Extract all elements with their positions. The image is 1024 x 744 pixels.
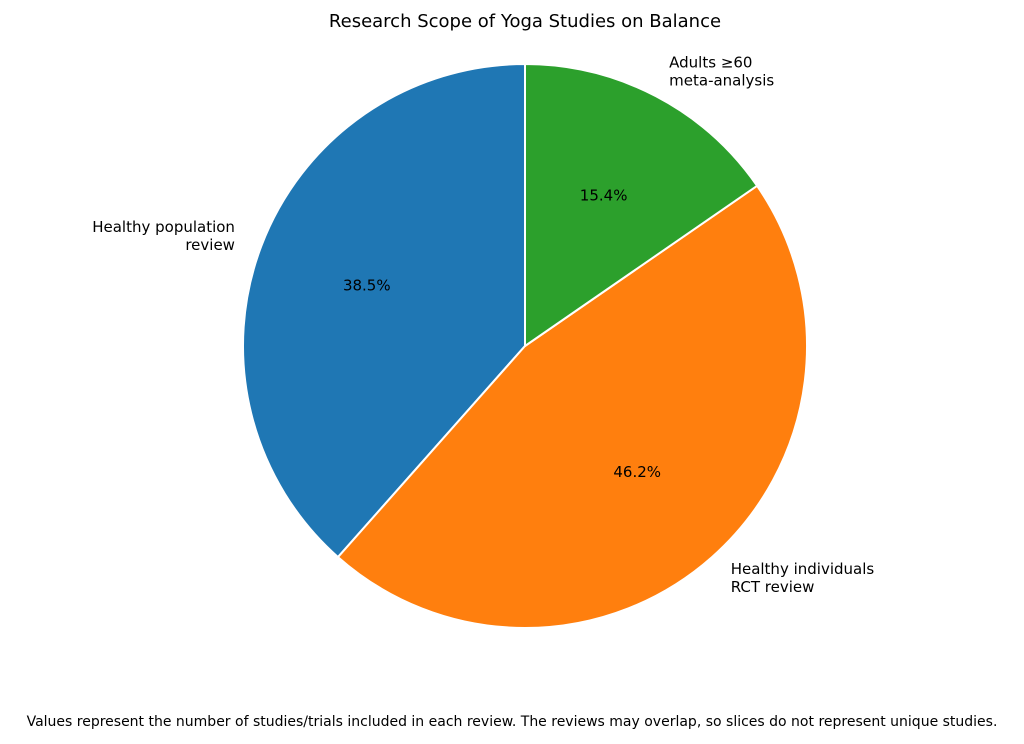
pie-slice-healthy-individuals-rct-review xyxy=(336,184,808,629)
slice-label-healthy-individuals-rct-review: Healthy individuals RCT review xyxy=(731,560,875,596)
slice-label-adults-60-meta-analysis: Adults ≥60 meta-analysis xyxy=(669,53,774,89)
pct-label-healthy-individuals-rct-review: 46.2% xyxy=(613,463,661,481)
chart-title: Research Scope of Yoga Studies on Balanc… xyxy=(329,11,721,32)
pie-labels: 38.5% Healthy population review 46.2% Health… xyxy=(92,53,874,596)
pct-label-adults-60-meta-analysis: 15.4% xyxy=(580,187,628,205)
pct-label-healthy-population-review: 38.5% xyxy=(343,277,391,295)
chart-footnote: Values represent the number of studies/t… xyxy=(26,714,998,730)
pie-slices xyxy=(242,63,808,629)
slice-label-healthy-population-review: Healthy population review xyxy=(92,218,235,254)
pie-slice-adults-60-meta-analysis xyxy=(524,63,759,347)
pie-slice-healthy-population-review xyxy=(242,63,526,559)
